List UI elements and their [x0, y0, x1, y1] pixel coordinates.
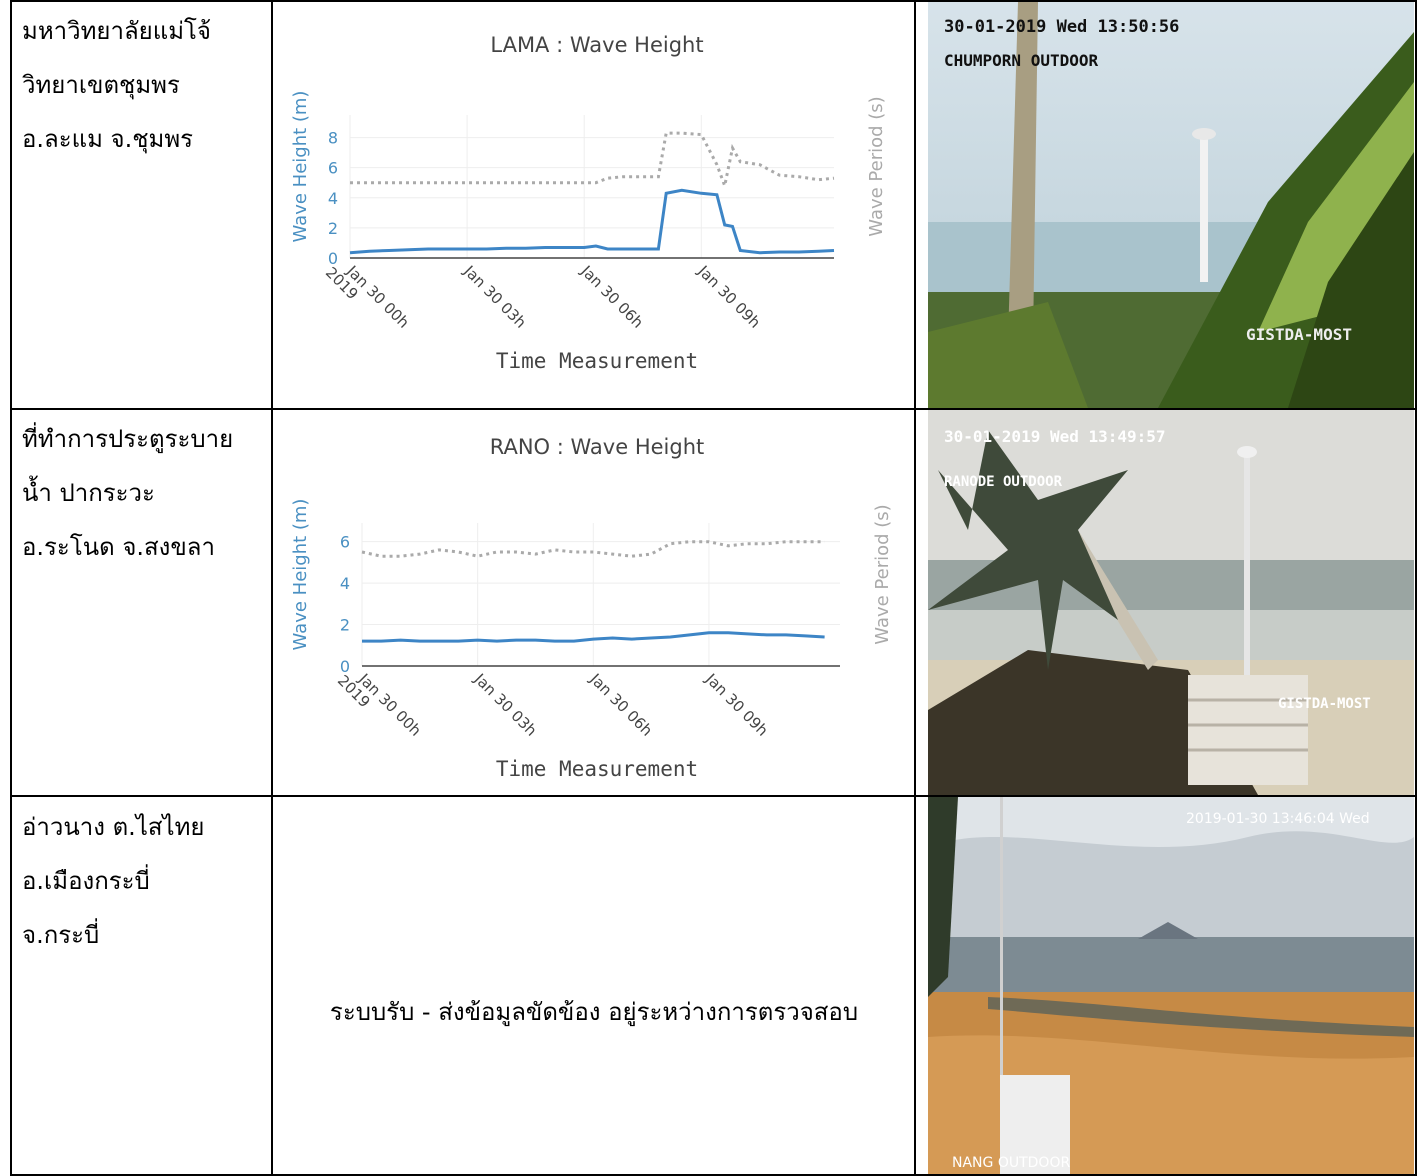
y2-axis-label: Wave Period (s) [866, 96, 887, 236]
table-column-divider [271, 0, 273, 1176]
camera-snapshot-chumporn: 30-01-2019 Wed 13:50:56 CHUMPORN OUTDOOR… [928, 2, 1414, 408]
x-tick-label: Jan 30 03h [460, 261, 530, 331]
location-cell-1: มหาวิทยาลัยแม่โจ้ วิทยาเขตชุมพร อ.ละแม จ… [22, 4, 211, 166]
camera-label: NANG OUTDOOR [952, 1155, 1070, 1171]
camera-watermark: GISTDA-MOST [1246, 325, 1352, 344]
location-line: วิทยาเขตชุมพร [22, 71, 180, 99]
y-axis-label: Wave Height (m) [290, 499, 311, 651]
location-line: ที่ทำการประตูระบาย [22, 425, 234, 453]
location-line: อ.ระโนด จ.สงขลา [22, 533, 215, 561]
table-border-bottom [10, 1174, 1417, 1176]
y-tick-label: 4 [328, 189, 338, 208]
chart-title: RANO : Wave Height [490, 435, 705, 459]
table-row-divider [10, 795, 1417, 797]
y-tick-label: 0 [340, 657, 350, 676]
camera-image: 30-01-2019 Wed 13:49:57 RANODE OUTDOOR G… [928, 410, 1414, 795]
chart-title: LAMA : Wave Height [490, 33, 703, 57]
y-axis-label: Wave Height (m) [290, 91, 311, 243]
x-tick-label: Jan 30 06h [577, 261, 647, 331]
camera-watermark: GISTDA-MOST [1278, 696, 1371, 712]
table-border-right [1415, 0, 1417, 1176]
camera-snapshot-ranode: 30-01-2019 Wed 13:49:57 RANODE OUTDOOR G… [928, 410, 1414, 795]
y-tick-label: 8 [328, 129, 338, 148]
table-border-left [10, 0, 12, 1176]
y-tick-label: 2 [328, 219, 338, 238]
x-tick-label-text: Jan 30 06h [586, 669, 656, 739]
location-line: มหาวิทยาลัยแม่โจ้ [22, 17, 211, 45]
location-line: จ.กระบี่ [22, 921, 100, 949]
camera-snapshot-nang: 2019-01-30 13:46:04 Wed NANG OUTDOOR [928, 797, 1414, 1174]
x-tick-label-text: Jan 30 03h [460, 261, 530, 331]
y-tick-label: 4 [340, 574, 350, 593]
series-line-wave-period [361, 540, 825, 558]
table-border-top [10, 0, 1417, 2]
camera-timestamp: 2019-01-30 13:46:04 Wed [1186, 811, 1370, 827]
wave-chart-rano: RANO : Wave Height 0 2 4 6 Jan 30 00h 2019 Jan … [282, 418, 912, 793]
camera-image: 30-01-2019 Wed 13:50:56 CHUMPORN OUTDOOR… [928, 2, 1414, 408]
location-line: อ่าวนาง ต.ไสไทย [22, 813, 205, 841]
series-line-wave-height [349, 188, 835, 255]
location-cell-3: อ่าวนาง ต.ไสไทย อ.เมืองกระบี่ จ.กระบี่ [22, 800, 204, 962]
x-axis-label: Time Measurement [496, 349, 698, 373]
location-line: อ.ละแม จ.ชุมพร [22, 125, 194, 153]
camera-image: 2019-01-30 13:46:04 Wed NANG OUTDOOR [928, 797, 1414, 1174]
x-tick-label: Jan 30 09h [701, 669, 771, 739]
series-line-wave-height [362, 631, 825, 643]
location-line: น้ำ ปากระวะ [22, 479, 155, 507]
series-line-wave-period [350, 131, 835, 192]
location-cell-2: ที่ทำการประตูระบาย น้ำ ปากระวะ อ.ระโนด จ… [22, 412, 233, 574]
status-message: ระบบรับ - ส่งข้อมูลขัดข้อง อยู่ระหว่างกา… [329, 998, 859, 1026]
x-tick-label-text: Jan 30 09h [701, 669, 771, 739]
table-row-divider [10, 408, 1417, 410]
location-line: อ.เมืองกระบี่ [22, 867, 150, 895]
y-tick-label: 6 [328, 159, 338, 178]
camera-label: RANODE OUTDOOR [944, 474, 1063, 490]
x-tick-label-text: Jan 30 09h [694, 261, 764, 331]
x-tick-label: Jan 30 03h [470, 669, 540, 739]
wave-chart-lama: LAMA : Wave Height 0 2 4 6 8 Jan 30 00h 2019 Jan… [282, 10, 912, 395]
x-tick-label: Jan 30 06h [586, 669, 656, 739]
y-tick-label: 2 [340, 616, 350, 635]
table-column-divider [914, 0, 916, 1176]
y-tick-label: 0 [328, 249, 338, 268]
camera-timestamp: 30-01-2019 Wed 13:49:57 [944, 427, 1166, 446]
x-tick-label: Jan 30 09h [694, 261, 764, 331]
camera-timestamp: 30-01-2019 Wed 13:50:56 [944, 17, 1179, 37]
x-tick-label-text: Jan 30 03h [470, 669, 540, 739]
camera-label: CHUMPORN OUTDOOR [944, 51, 1098, 70]
y-tick-label: 6 [340, 533, 350, 552]
x-axis-label: Time Measurement [496, 757, 698, 781]
y2-axis-label: Wave Period (s) [872, 504, 893, 644]
x-tick-label-text: Jan 30 06h [577, 261, 647, 331]
